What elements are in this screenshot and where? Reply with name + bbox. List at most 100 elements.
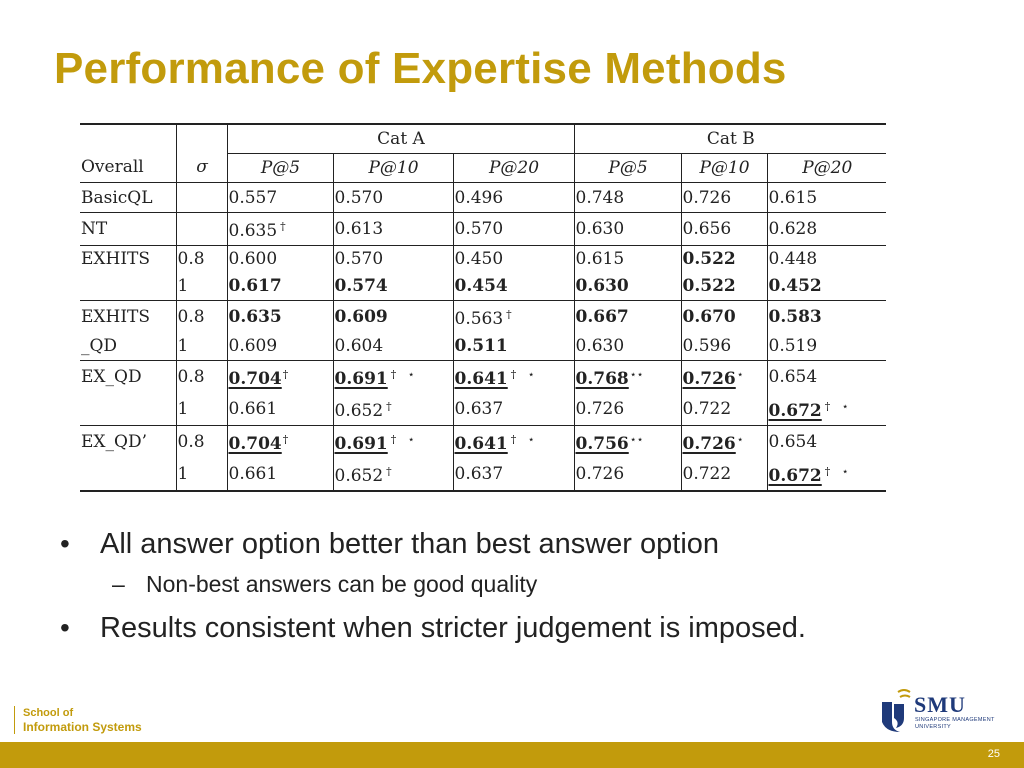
- value-cell: 0.630: [573, 273, 682, 301]
- bullet-text: Results consistent when stricter judgeme…: [100, 612, 806, 644]
- value-cell: 0.454: [452, 273, 575, 301]
- value-text: 0.635: [228, 306, 282, 327]
- table-row: 1 0.617 0.574 0.454 0.630 0.522 0.452: [80, 273, 887, 301]
- value-text: 0.617: [228, 276, 282, 296]
- value-text: 0.615: [575, 249, 625, 269]
- table-row: BasicQL 0.557 0.570 0.496 0.748 0.726 0.615: [80, 185, 887, 213]
- footer-bar: 25: [0, 742, 1024, 768]
- value-cell: 0.450: [452, 245, 575, 273]
- method-cell: EXHITS: [80, 245, 176, 273]
- value-cell: 0.641 † ⋆: [452, 425, 575, 458]
- sub-bullet-item: – Non-best answers can be good quality: [112, 571, 980, 598]
- method-cell: [80, 273, 176, 301]
- value-text: 0.667: [575, 306, 629, 327]
- value-text: 0.637: [454, 398, 504, 419]
- value-cell: 0.726⋆: [680, 425, 768, 458]
- method-cell: BasicQL: [81, 188, 153, 208]
- value-cell: 0.748: [573, 185, 682, 213]
- value-text: 0.756: [575, 434, 629, 454]
- value-text: 0.722: [682, 463, 732, 484]
- significance-marker: † ⋆: [390, 433, 419, 446]
- value-cell: 0.661: [226, 393, 333, 426]
- table-row: EXHITS 0.8 0.635 0.609 0.563 † 0.667 0.670 0.583: [80, 300, 887, 333]
- value-cell: 0.615: [766, 185, 887, 213]
- value-cell: 0.691 † ⋆: [332, 360, 453, 393]
- significance-marker: †: [282, 433, 289, 446]
- sigma-header: σ: [175, 153, 227, 183]
- significance-marker: † ⋆: [390, 368, 419, 381]
- value-cell: 0.570: [332, 245, 453, 273]
- value-text: 0.496: [454, 188, 504, 208]
- value-cell: 0.570: [332, 185, 453, 213]
- value-cell: 0.652 †: [332, 393, 453, 426]
- value-cell: 0.635 †: [226, 212, 333, 246]
- significance-marker: † ⋆: [824, 400, 853, 413]
- value-cell: 0.661: [226, 458, 333, 492]
- table-row: EX_QD 0.8 0.704† 0.691 † ⋆ 0.641 † ⋆ 0.768⋆⋆ 0.7…: [80, 360, 887, 393]
- significance-marker: † ⋆: [510, 368, 539, 381]
- sigma-cell: [175, 212, 227, 246]
- logo-subtitle: SINGAPORE MANAGEMENT UNIVERSITY: [915, 717, 995, 730]
- metric-header: P@10: [332, 153, 453, 183]
- significance-marker: †: [386, 465, 396, 478]
- value-text: 0.557: [228, 188, 278, 208]
- table-row: 1 0.661 0.652 † 0.637 0.726 0.722 0.672 † ⋆: [80, 458, 887, 492]
- value-cell: 0.635: [226, 300, 333, 333]
- value-cell: 0.609: [226, 333, 333, 361]
- value-text: 0.726: [682, 434, 736, 454]
- method-cell: EX_QD: [80, 360, 176, 393]
- value-cell: 0.596: [680, 333, 768, 361]
- value-cell: 0.654: [766, 360, 887, 393]
- results-table-body: BasicQL 0.557 0.570 0.496 0.748 0.726 0.615 NT 0…: [80, 182, 887, 492]
- value-cell: 0.570: [452, 212, 575, 246]
- value-cell: 0.452: [766, 273, 887, 301]
- sigma-cell: 1: [175, 458, 227, 492]
- value-text: 0.641: [454, 434, 508, 454]
- value-cell: 0.726: [680, 185, 768, 213]
- value-text: 0.609: [228, 336, 278, 356]
- value-cell: 0.630: [573, 333, 682, 361]
- page-number: 25: [987, 748, 1000, 760]
- value-text: 0.722: [682, 398, 732, 419]
- value-text: 0.641: [454, 369, 508, 389]
- value-text: 0.726: [682, 369, 736, 389]
- value-text: 0.652: [334, 466, 384, 486]
- value-text: 0.691: [334, 434, 388, 454]
- header-row-categories: Cat A Cat B: [80, 123, 887, 154]
- value-cell: 0.522: [680, 273, 768, 301]
- value-cell: 0.722: [680, 393, 768, 426]
- significance-marker: ⋆⋆: [629, 368, 644, 381]
- significance-marker: †: [282, 368, 289, 381]
- value-cell: 0.496: [452, 185, 575, 213]
- significance-marker: †: [506, 308, 516, 321]
- cat-b-header: Cat B: [573, 123, 887, 154]
- value-text: 0.630: [575, 336, 625, 356]
- metric-header: P@20: [452, 153, 575, 183]
- sigma-cell: 0.8: [175, 425, 227, 458]
- table-row: _QD 1 0.609 0.604 0.511 0.630 0.596 0.519: [80, 333, 887, 361]
- value-cell: 0.628: [766, 212, 887, 246]
- value-text: 0.635: [228, 221, 278, 241]
- value-text: 0.596: [682, 336, 732, 356]
- value-text: 0.613: [334, 218, 384, 239]
- sigma-cell: 0.8: [175, 300, 227, 333]
- bullet-dot-icon: •: [60, 612, 70, 643]
- bullet-list: • All answer option better than best ans…: [60, 528, 980, 655]
- value-text: 0.637: [454, 463, 504, 484]
- sub-bullet-text: Non-best answers can be good quality: [146, 571, 538, 597]
- bullet-item: • All answer option better than best ans…: [60, 528, 980, 561]
- value-cell: 0.637: [452, 458, 575, 492]
- table-row: NT 0.635 † 0.613 0.570 0.630 0.656 0.628: [80, 212, 887, 246]
- smu-crest-icon: [882, 689, 911, 732]
- smu-logo: SMU SINGAPORE MANAGEMENT UNIVERSITY: [878, 688, 1014, 738]
- value-text: 0.448: [768, 249, 818, 269]
- value-cell: 0.563 †: [452, 300, 575, 333]
- value-text: 0.522: [682, 249, 736, 269]
- value-text: 0.768: [575, 369, 629, 389]
- value-cell: 0.704†: [226, 360, 333, 393]
- value-cell: 0.583: [766, 300, 887, 333]
- table-row: EX_QD’ 0.8 0.704† 0.691 † ⋆ 0.641 † ⋆ 0.756⋆⋆ 0.…: [80, 425, 887, 458]
- metric-header: P@5: [226, 153, 333, 183]
- sigma-cell: 0.8: [175, 360, 227, 393]
- value-text: 0.704: [228, 434, 282, 454]
